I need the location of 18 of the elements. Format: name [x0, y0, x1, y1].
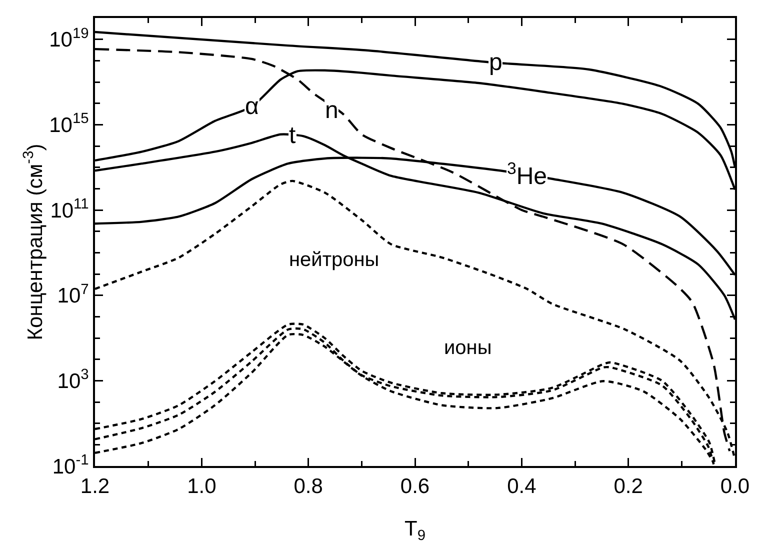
x-tick-label: 0.2 — [614, 475, 643, 498]
y-tick-label: 10$^{11}$ — [50, 196, 89, 222]
y-tick-label: 10$^{15}$ — [49, 111, 89, 138]
annotation: нейтроны — [289, 249, 380, 271]
y-tick-label: 10$^{19}$ — [49, 26, 89, 52]
annotation: n — [325, 97, 338, 124]
y-tick-label: 10$^{3}$ — [57, 367, 89, 394]
annotation: t — [289, 122, 296, 149]
annotation: $^{3}$He — [507, 159, 548, 190]
x-axis-title: T$_{9}$ — [404, 518, 426, 544]
x-tick-label: 1.0 — [187, 475, 216, 498]
x-tick-label: 0.4 — [507, 475, 537, 498]
x-tick-label: 0.6 — [400, 475, 430, 498]
annotation: p — [489, 49, 502, 76]
x-tick-label: 0.0 — [720, 475, 750, 498]
x-tick-label: 0.8 — [294, 475, 323, 498]
y-tick-label: 10$^{7}$ — [57, 282, 89, 308]
annotation: ионы — [444, 337, 492, 359]
